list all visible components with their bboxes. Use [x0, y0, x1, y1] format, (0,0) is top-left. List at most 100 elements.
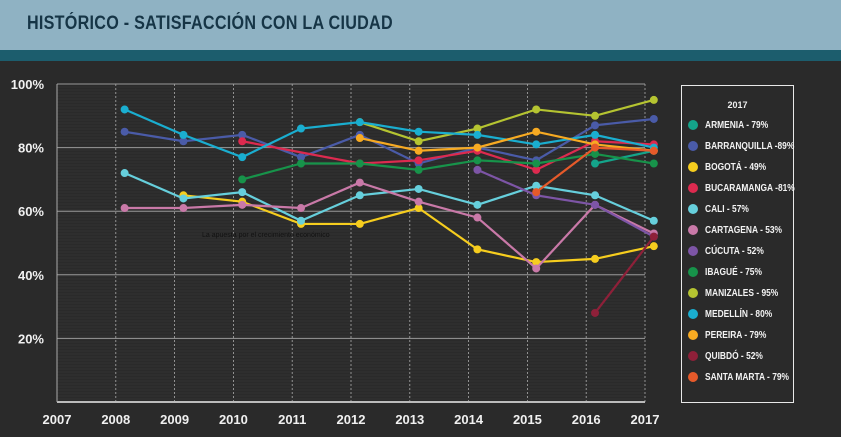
- data-point-barranquilla: [179, 137, 188, 146]
- legend-item: BOGOTÁ - 49%: [682, 156, 793, 177]
- legend-item: CÚCUTA - 52%: [682, 240, 793, 261]
- legend-item: PEREIRA - 79%: [682, 324, 793, 345]
- legend-item: QUIBDÓ - 52%: [682, 345, 793, 366]
- data-point-cali: [414, 184, 423, 193]
- data-point-cali: [120, 169, 129, 178]
- series-line-cartagena: [124, 181, 655, 270]
- header-divider: [0, 50, 841, 61]
- x-tick-label: 2015: [513, 412, 542, 427]
- data-point-manizales: [591, 111, 600, 120]
- data-point-manizales: [532, 105, 541, 114]
- x-tick-label: 2007: [43, 412, 72, 427]
- legend-swatch-icon: [688, 350, 698, 361]
- legend-label: PEREIRA - 79%: [705, 328, 767, 341]
- legend-swatch-icon: [688, 161, 698, 172]
- legend-item: CALI - 57%: [682, 198, 793, 219]
- x-tick-label: 2012: [337, 412, 366, 427]
- data-point-medellín: [179, 130, 188, 139]
- data-point-quibdó: [649, 232, 658, 241]
- data-point-bucaramanga: [414, 156, 423, 165]
- data-point-ibagué: [355, 159, 364, 168]
- data-point-santa-marta: [649, 146, 658, 155]
- series-line-pereira: [359, 130, 654, 152]
- data-point-cartagena: [355, 178, 364, 187]
- legend-label: IBAGUÉ - 75%: [705, 265, 762, 278]
- legend-item: MANIZALES - 95%: [682, 282, 793, 303]
- data-point-bogotá: [355, 219, 364, 228]
- data-point-cúcuta: [473, 165, 482, 174]
- data-point-cali: [649, 216, 658, 225]
- series-line-medellín: [124, 108, 655, 159]
- data-point-pereira: [473, 143, 482, 152]
- data-point-cali: [238, 188, 247, 197]
- legend-item: BUCARAMANGA -81%: [682, 177, 795, 198]
- data-point-barranquilla: [591, 121, 600, 130]
- data-point-cali: [532, 181, 541, 190]
- legend-label: SANTA MARTA - 79%: [705, 370, 789, 383]
- x-tick-label: 2011: [278, 412, 306, 427]
- legend-label: BOGOTÁ - 49%: [705, 160, 767, 173]
- data-point-barranquilla: [649, 114, 658, 123]
- data-point-medellín: [355, 118, 364, 127]
- legend-swatch-icon: [688, 140, 698, 151]
- legend-swatch-icon: [688, 329, 698, 340]
- data-point-ibagué: [473, 156, 482, 165]
- data-point-pereira: [355, 134, 364, 143]
- legend-item: IBAGUÉ - 75%: [682, 261, 793, 282]
- y-tick-label: 80%: [18, 141, 44, 156]
- x-tick-label: 2016: [572, 412, 601, 427]
- legend-swatch-icon: [688, 182, 698, 193]
- legend-item: SANTA MARTA - 79%: [682, 366, 793, 387]
- data-point-barranquilla: [238, 130, 247, 139]
- data-point-bogotá: [414, 204, 423, 213]
- data-point-manizales: [649, 95, 658, 104]
- data-point-medellín: [473, 130, 482, 139]
- data-point-ibagué: [297, 159, 306, 168]
- data-point-bogotá: [649, 242, 658, 251]
- data-point-cartagena: [120, 204, 129, 213]
- data-point-pereira: [414, 146, 423, 155]
- legend-label: BUCARAMANGA -81%: [705, 181, 795, 194]
- legend-item: ARMENIA - 79%: [682, 114, 793, 135]
- data-point-ibagué: [649, 159, 658, 168]
- series-line-barranquilla: [124, 117, 654, 165]
- legend-swatch-icon: [688, 308, 698, 319]
- data-point-bogotá: [591, 254, 600, 263]
- x-tick-label: 2017: [631, 412, 660, 427]
- data-point-manizales: [414, 137, 423, 146]
- legend-label: CARTAGENA - 53%: [705, 223, 783, 236]
- data-point-ibagué: [414, 165, 423, 174]
- data-point-santa-marta: [532, 188, 541, 197]
- series-line-cúcuta: [476, 168, 655, 238]
- legend-label: MEDELLÍN - 80%: [705, 307, 773, 320]
- data-point-cali: [473, 200, 482, 209]
- data-point-cali: [179, 194, 188, 203]
- legend-swatch-icon: [688, 245, 698, 256]
- header-bar: HISTÓRICO - SATISFACCIÓN CON LA CIUDAD: [0, 0, 841, 50]
- data-point-cartagena: [473, 213, 482, 222]
- legend-label: ARMENIA - 79%: [705, 118, 769, 131]
- y-tick-label: 100%: [11, 77, 45, 92]
- data-point-cartagena: [179, 204, 188, 213]
- data-point-cúcuta: [591, 200, 600, 209]
- data-point-ibagué: [532, 159, 541, 168]
- data-point-cartagena: [297, 204, 306, 213]
- legend-swatch-icon: [688, 287, 698, 298]
- data-point-armenia: [591, 159, 600, 168]
- data-point-medellín: [414, 127, 423, 136]
- x-tick-label: 2008: [101, 412, 130, 427]
- legend-swatch-icon: [688, 266, 698, 277]
- data-point-bucaramanga: [532, 165, 541, 174]
- x-tick-label: 2014: [454, 412, 484, 427]
- data-point-manizales: [473, 124, 482, 133]
- legend-swatch-icon: [688, 224, 698, 235]
- legend-label: CÚCUTA - 52%: [705, 244, 764, 257]
- data-point-santa-marta: [591, 143, 600, 152]
- legend-title: 2017: [727, 100, 748, 110]
- legend-label: MANIZALES - 95%: [705, 286, 779, 299]
- legend-label: CALI - 57%: [705, 202, 749, 215]
- data-point-ibagué: [238, 175, 247, 184]
- legend: 2017 ARMENIA - 79% BARRANQUILLA -89% BOGOT…: [681, 85, 795, 403]
- data-point-cartagena: [532, 264, 541, 273]
- data-point-barranquilla: [120, 127, 129, 136]
